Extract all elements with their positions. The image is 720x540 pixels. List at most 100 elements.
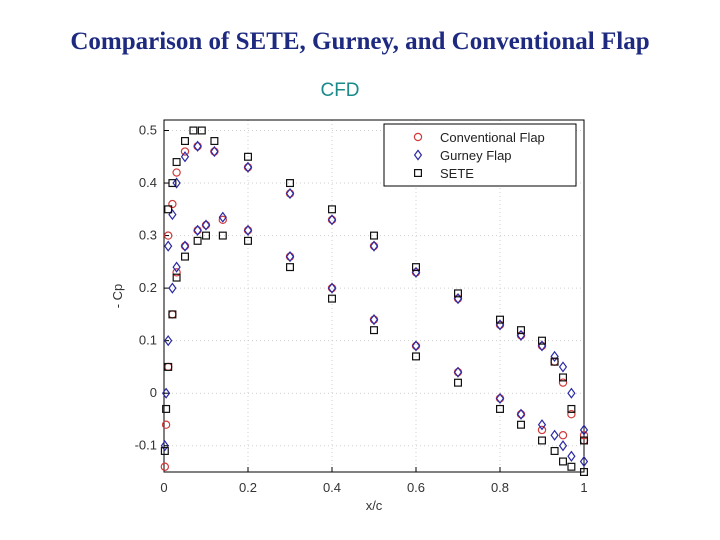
series-diamond: [160, 140, 589, 468]
data-point: [454, 289, 463, 298]
data-point: [163, 362, 173, 372]
x-tick-label: 0.6: [407, 480, 425, 495]
data-point: [164, 362, 173, 371]
data-point: [161, 387, 171, 399]
data-point: [285, 187, 295, 200]
data-point: [218, 215, 227, 225]
data-point: [516, 326, 525, 335]
legend-label: Conventional Flap: [440, 130, 545, 145]
y-tick-label: -0.1: [135, 438, 157, 453]
data-point: [210, 145, 219, 158]
data-point: [172, 261, 181, 273]
x-tick-label: 0.2: [239, 480, 257, 495]
data-point: [180, 241, 190, 251]
y-tick-label: 0.1: [139, 333, 157, 348]
data-point: [160, 446, 169, 455]
data-point: [567, 404, 576, 413]
data-point: [172, 268, 181, 277]
data-point: [567, 387, 576, 399]
data-point: [162, 404, 171, 413]
plot-area: [163, 119, 585, 473]
data-point: [328, 205, 337, 214]
data-point: [180, 151, 190, 163]
data-point: [172, 158, 181, 167]
data-point: [193, 236, 202, 245]
data-point: [537, 419, 547, 431]
data-point: [558, 378, 568, 387]
data-point: [537, 425, 547, 435]
legend-marker: [413, 132, 423, 142]
data-point: [537, 341, 547, 351]
x-tick-label: 0.4: [323, 480, 341, 495]
x-tick-label: 1: [580, 480, 587, 495]
data-point: [567, 450, 576, 462]
data-point: [579, 468, 588, 477]
data-point: [496, 404, 505, 413]
data-point: [537, 436, 546, 445]
data-point: [285, 189, 295, 198]
data-point: [243, 224, 253, 236]
data-point: [181, 252, 190, 261]
data-point: [160, 440, 169, 452]
data-point: [328, 294, 337, 303]
data-point: [579, 455, 589, 468]
data-point: [454, 378, 463, 387]
data-point: [193, 140, 202, 152]
data-point: [168, 310, 177, 319]
data-point: [453, 366, 463, 378]
data-point: [181, 137, 190, 146]
data-points: [160, 126, 589, 477]
data-point: [160, 462, 170, 471]
data-point: [550, 446, 559, 455]
data-point: [370, 231, 379, 240]
legend: Conventional Flap Gurney Flap SETE: [383, 123, 577, 187]
data-point: [558, 457, 567, 466]
data-point: [193, 226, 202, 235]
y-tick-label: 0.2: [139, 280, 157, 295]
data-point: [285, 252, 295, 261]
data-point: [453, 294, 463, 303]
data-point: [516, 420, 525, 429]
data-point: [218, 231, 227, 240]
series-square: [160, 126, 588, 477]
x-axis-label: x/c: [366, 498, 383, 513]
data-point: [202, 231, 211, 240]
y-axis-label: - Cp: [110, 284, 125, 309]
data-point: [210, 137, 219, 146]
data-point: [370, 326, 379, 335]
axes: 0 0.2 0.4 0.6 0.8 1 -0.1 0 0.1 0.2 0.3 0.4 0.5: [135, 123, 588, 495]
data-point: [537, 336, 546, 345]
y-tick-label: 0.4: [139, 175, 157, 190]
data-point: [218, 211, 227, 223]
data-point: [579, 424, 589, 436]
data-point: [168, 199, 177, 209]
data-point: [327, 282, 337, 294]
data-point: [193, 224, 202, 236]
data-point: [168, 282, 177, 294]
data-point: [496, 315, 505, 324]
data-point: [579, 436, 588, 445]
data-point: [201, 219, 211, 231]
data-point: [369, 315, 379, 324]
data-point: [558, 361, 568, 373]
legend-label: Gurney Flap: [440, 148, 512, 163]
data-point: [550, 350, 559, 363]
data-point: [550, 429, 559, 441]
data-point: [412, 263, 421, 272]
data-point: [164, 205, 173, 214]
data-point: [558, 440, 568, 452]
data-point: [168, 208, 177, 221]
data-point: [168, 179, 177, 188]
data-point: [210, 147, 219, 156]
x-tick-label: 0.8: [491, 480, 509, 495]
data-point: [243, 161, 253, 173]
data-point: [550, 357, 559, 366]
data-point: [286, 263, 295, 272]
data-point: [193, 142, 202, 151]
data-point: [495, 392, 505, 405]
legend-marker: [413, 149, 423, 161]
data-point: [161, 420, 171, 429]
data-point: [327, 215, 337, 225]
data-point: [327, 214, 337, 226]
data-point: [180, 147, 190, 156]
